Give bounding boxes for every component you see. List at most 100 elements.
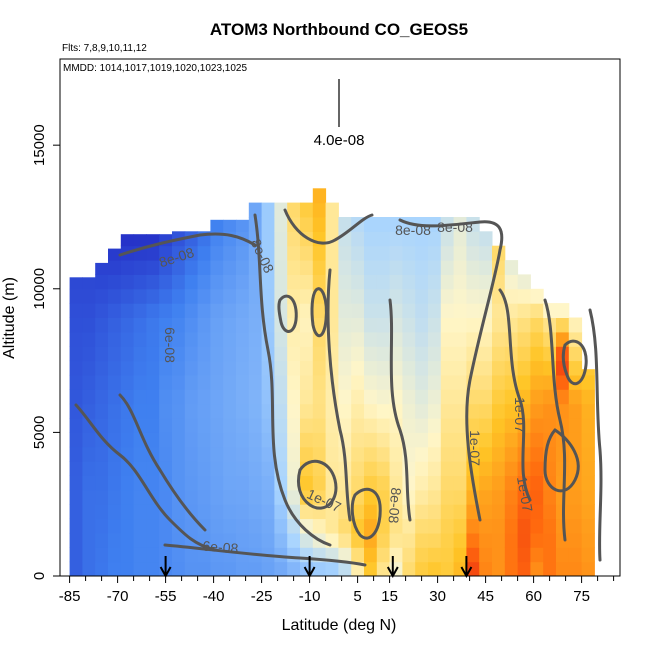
heatmap-cell <box>338 374 352 390</box>
contour-line-1e-07-c <box>277 294 298 333</box>
heatmap-cell <box>172 475 186 491</box>
heatmap-cell <box>159 317 173 333</box>
heatmap-cell <box>556 461 570 476</box>
heatmap-cell <box>492 504 506 520</box>
heatmap-cell <box>223 489 237 505</box>
y-tick-label: 5000 <box>31 416 48 449</box>
heatmap-cell <box>389 504 403 520</box>
heatmap-cell <box>492 561 506 577</box>
heatmap-cell <box>197 504 211 520</box>
heatmap-cell <box>108 518 122 534</box>
heatmap-cell <box>389 360 403 376</box>
heatmap-cell <box>415 432 429 448</box>
contour-line-east-edge <box>588 308 603 562</box>
heatmap-cell <box>530 446 544 462</box>
heatmap-cell <box>172 446 186 462</box>
heatmap-cell <box>325 461 339 476</box>
heatmap-cell <box>312 360 327 376</box>
heatmap-cell <box>197 303 211 318</box>
heatmap-cell <box>351 374 365 390</box>
heatmap-cell <box>581 446 595 462</box>
heatmap-cell <box>312 475 327 491</box>
heatmap-cell <box>351 245 365 261</box>
heatmap-cell <box>440 432 455 448</box>
heatmap-cell <box>108 389 122 405</box>
contour-label: 6e-08 <box>162 327 178 363</box>
heatmap-cell <box>568 518 583 534</box>
heatmap-cell <box>402 288 416 304</box>
heatmap-cell <box>184 360 199 376</box>
heatmap-cell <box>236 219 250 232</box>
heatmap-cell <box>184 288 199 304</box>
heatmap-cell <box>248 288 263 304</box>
heatmap-cell <box>210 260 224 275</box>
heatmap-cell <box>274 360 288 376</box>
heatmap-cell <box>184 461 199 476</box>
heatmap-cell <box>479 489 493 505</box>
heatmap-cell <box>236 518 250 534</box>
heatmap-cell <box>312 245 327 261</box>
heatmap-cell <box>504 288 519 304</box>
heatmap-cell <box>300 217 314 232</box>
heatmap-cell <box>108 418 122 433</box>
heatmap-cell <box>504 489 519 505</box>
heatmap-cell <box>415 317 429 333</box>
heatmap-cell <box>479 360 493 376</box>
heatmap-cell <box>466 403 480 419</box>
heatmap-cell <box>287 418 301 433</box>
heatmap-cell <box>82 303 96 318</box>
heatmap-cell <box>479 446 493 462</box>
heatmap-cell <box>223 389 237 405</box>
heatmap-cell <box>210 360 224 376</box>
heatmap-cell <box>479 260 493 275</box>
heatmap-cell <box>69 317 83 333</box>
heatmap-cell <box>415 518 429 534</box>
heatmap-cell <box>133 446 147 462</box>
heatmap-cell <box>82 317 96 333</box>
heatmap-cell <box>133 260 147 275</box>
x-tick-label: -25 <box>251 588 273 605</box>
heatmap-cell <box>210 346 224 362</box>
x-tick-label: -10 <box>299 588 321 605</box>
heatmap-cell <box>440 331 455 347</box>
heatmap-cell <box>146 403 160 419</box>
heatmap-cell <box>415 374 429 390</box>
heatmap-cell <box>172 317 186 333</box>
heatmap-cell <box>236 303 250 318</box>
heatmap-cell <box>120 504 135 520</box>
heatmap-cell <box>300 288 314 304</box>
heatmap-cell <box>300 446 314 462</box>
heatmap-cell <box>197 274 211 290</box>
heatmap-cell <box>466 274 480 290</box>
heatmap-cell <box>120 288 135 304</box>
heatmap-cell <box>338 418 352 433</box>
heatmap-cell <box>95 561 109 577</box>
heatmap-cell <box>517 288 531 304</box>
heatmap-cell <box>581 561 595 577</box>
heatmap-cell <box>223 360 237 376</box>
heatmap-cell <box>300 403 314 419</box>
heatmap-cell <box>159 374 173 390</box>
heatmap-cell <box>120 303 135 318</box>
heatmap-cell <box>415 389 429 405</box>
contour-lines <box>74 208 603 567</box>
heatmap-cell <box>197 446 211 462</box>
heatmap-cell <box>184 274 199 290</box>
heatmap-cell <box>120 317 135 333</box>
heatmap-cell <box>69 446 83 462</box>
y-tick-label: 15000 <box>31 124 48 166</box>
heatmap-cell <box>402 231 416 247</box>
heatmap-cell <box>556 532 570 548</box>
heatmap-cell <box>543 418 557 433</box>
heatmap-cell <box>146 274 160 290</box>
heatmap-cell <box>504 260 519 275</box>
heatmap-cell <box>376 260 391 275</box>
heatmap-cell <box>146 432 160 448</box>
heatmap-cell <box>428 532 442 548</box>
heatmap-cell <box>530 432 544 448</box>
heatmap-cell <box>223 418 237 433</box>
heatmap-cell <box>108 274 122 290</box>
heatmap-cell <box>133 234 147 247</box>
heatmap-cell <box>248 389 263 405</box>
heatmap-cell <box>95 489 109 505</box>
